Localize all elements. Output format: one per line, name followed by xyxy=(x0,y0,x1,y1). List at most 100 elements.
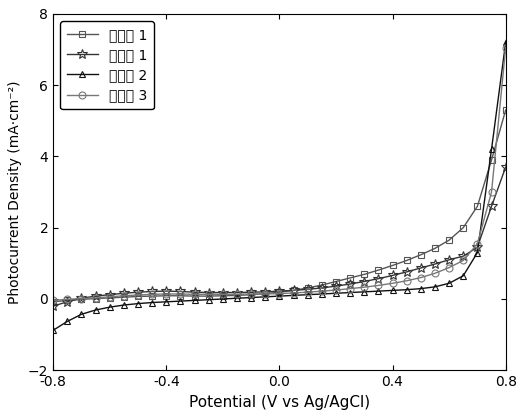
对比例 1 xyxy=(205,290,212,295)
实施例 1 xyxy=(474,204,480,209)
对比例 1 xyxy=(488,204,495,209)
对比例 1 xyxy=(333,284,339,289)
对比例 2 xyxy=(290,293,297,298)
对比例 3 xyxy=(432,271,438,276)
对比例 3 xyxy=(192,292,198,297)
对比例 1 xyxy=(92,293,99,298)
实施例 1 xyxy=(460,225,466,230)
实施例 1 xyxy=(319,283,325,288)
对比例 3 xyxy=(50,298,56,303)
实施例 1 xyxy=(390,263,396,268)
对比例 2 xyxy=(149,300,155,305)
对比例 3 xyxy=(248,291,254,296)
对比例 1 xyxy=(290,288,297,293)
对比例 3 xyxy=(107,294,113,299)
实施例 1 xyxy=(78,297,85,302)
对比例 2 xyxy=(276,293,282,298)
对比例 3 xyxy=(446,265,452,270)
对比例 1 xyxy=(418,265,424,270)
对比例 1 xyxy=(375,276,382,281)
实施例 1 xyxy=(205,293,212,298)
对比例 1 xyxy=(149,289,155,294)
实施例 1 xyxy=(446,238,452,243)
实施例 1 xyxy=(92,296,99,301)
对比例 1 xyxy=(474,245,480,250)
实施例 1 xyxy=(418,252,424,257)
对比例 2 xyxy=(319,291,325,296)
对比例 2 xyxy=(262,294,268,299)
对比例 2 xyxy=(248,295,254,300)
对比例 3 xyxy=(234,292,240,297)
对比例 3 xyxy=(460,258,466,263)
对比例 2 xyxy=(234,296,240,301)
对比例 2 xyxy=(121,303,127,308)
对比例 2 xyxy=(219,296,226,301)
对比例 3 xyxy=(319,288,325,293)
对比例 1 xyxy=(361,279,368,284)
实施例 1 xyxy=(276,290,282,295)
对比例 2 xyxy=(192,298,198,303)
对比例 1 xyxy=(404,269,410,274)
对比例 1 xyxy=(192,290,198,295)
对比例 1 xyxy=(460,254,466,259)
对比例 1 xyxy=(234,290,240,295)
X-axis label: Potential (V vs Ag/AgCl): Potential (V vs Ag/AgCl) xyxy=(189,395,370,410)
对比例 3 xyxy=(276,291,282,296)
Y-axis label: Photocurrent Density (mA·cm⁻²): Photocurrent Density (mA·cm⁻²) xyxy=(8,80,23,304)
对比例 2 xyxy=(107,305,113,310)
对比例 1 xyxy=(347,281,353,286)
Line: 对比例 3: 对比例 3 xyxy=(50,44,509,304)
实施例 1 xyxy=(135,294,141,299)
对比例 3 xyxy=(163,291,170,296)
对比例 2 xyxy=(418,286,424,291)
对比例 3 xyxy=(404,278,410,283)
对比例 1 xyxy=(248,290,254,295)
对比例 1 xyxy=(432,262,438,267)
实施例 1 xyxy=(262,291,268,296)
对比例 3 xyxy=(262,291,268,296)
对比例 2 xyxy=(135,301,141,306)
实施例 1 xyxy=(432,246,438,251)
对比例 1 xyxy=(177,289,184,294)
对比例 3 xyxy=(219,292,226,297)
对比例 3 xyxy=(474,241,480,246)
对比例 1 xyxy=(446,257,452,262)
对比例 3 xyxy=(361,285,368,290)
实施例 1 xyxy=(107,296,113,301)
对比例 2 xyxy=(304,292,311,297)
对比例 2 xyxy=(488,147,495,152)
对比例 2 xyxy=(404,287,410,292)
对比例 3 xyxy=(375,283,382,288)
对比例 1 xyxy=(163,288,170,293)
对比例 1 xyxy=(121,291,127,296)
对比例 3 xyxy=(390,281,396,286)
实施例 1 xyxy=(121,295,127,300)
实施例 1 xyxy=(163,293,170,298)
实施例 1 xyxy=(502,107,509,112)
对比例 3 xyxy=(347,286,353,291)
对比例 1 xyxy=(50,303,56,308)
对比例 2 xyxy=(205,297,212,302)
对比例 1 xyxy=(219,290,226,295)
对比例 2 xyxy=(390,288,396,293)
实施例 1 xyxy=(333,279,339,284)
实施例 1 xyxy=(488,158,495,163)
对比例 2 xyxy=(446,281,452,286)
Line: 实施例 1: 实施例 1 xyxy=(50,107,508,305)
实施例 1 xyxy=(192,293,198,298)
对比例 3 xyxy=(488,189,495,194)
对比例 1 xyxy=(319,285,325,291)
实施例 1 xyxy=(177,293,184,298)
对比例 3 xyxy=(418,275,424,280)
对比例 3 xyxy=(78,296,85,301)
对比例 3 xyxy=(64,297,70,302)
对比例 3 xyxy=(205,292,212,297)
对比例 2 xyxy=(92,308,99,313)
对比例 2 xyxy=(347,290,353,295)
对比例 3 xyxy=(135,293,141,298)
对比例 3 xyxy=(502,45,509,50)
对比例 2 xyxy=(163,299,170,304)
对比例 2 xyxy=(460,273,466,278)
实施例 1 xyxy=(234,293,240,298)
对比例 2 xyxy=(361,289,368,294)
